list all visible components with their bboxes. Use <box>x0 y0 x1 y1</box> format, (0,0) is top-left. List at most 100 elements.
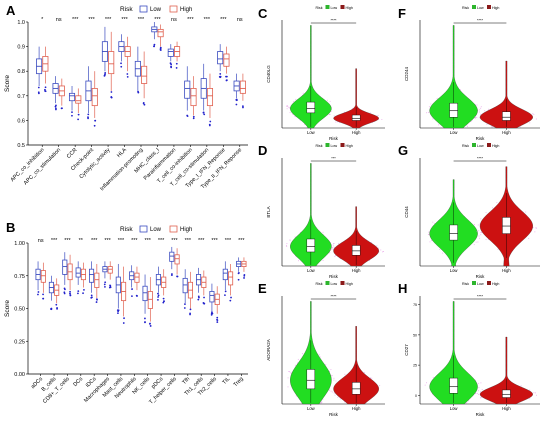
box-body <box>169 251 175 262</box>
legend-swatch-low <box>139 5 148 13</box>
box-body <box>184 80 191 99</box>
jitter-point <box>536 394 538 396</box>
outlier-point <box>56 307 58 310</box>
outlier-point <box>71 111 73 114</box>
significance-label: *** <box>187 17 194 23</box>
outlier-point <box>82 292 84 295</box>
box-low <box>102 261 108 288</box>
x-tick-label: CCR <box>66 147 79 160</box>
box-low <box>222 261 228 297</box>
outlier-point <box>189 312 191 315</box>
significance-label: ** <box>79 238 84 244</box>
outlier-point <box>209 120 212 123</box>
box-low <box>35 261 41 296</box>
jitter-point <box>529 398 531 400</box>
jitter-point <box>297 362 299 364</box>
box-body <box>147 291 153 309</box>
jitter-point <box>475 393 477 395</box>
outlier-point <box>69 294 72 297</box>
jitter-point <box>480 397 482 399</box>
outlier-point <box>77 113 80 116</box>
x-axis-title: Risk <box>476 136 485 141</box>
outlier-point <box>175 67 178 69</box>
outlier-point <box>103 283 106 286</box>
outlier-point <box>90 294 93 297</box>
outlier-point <box>203 302 206 305</box>
significance-label: **** <box>477 19 483 23</box>
violin-high <box>329 206 385 267</box>
x-tick-label: HLA <box>116 147 128 159</box>
jitter-point <box>476 230 478 232</box>
box-low <box>68 85 76 117</box>
jitter-point <box>484 110 486 112</box>
jitter-point <box>337 242 339 244</box>
jitter-point <box>485 239 487 241</box>
significance-label: ns <box>56 17 62 23</box>
box-low <box>62 252 68 295</box>
jitter-point <box>428 106 430 108</box>
jitter-point <box>432 118 434 120</box>
significance-label: *** <box>238 238 245 244</box>
box-high <box>147 277 153 327</box>
outlier-point <box>126 73 129 75</box>
outlier-point <box>117 312 119 315</box>
jitter-point <box>534 392 536 394</box>
y-axis-title: CD27 <box>404 344 409 356</box>
violin-body <box>290 163 332 267</box>
outlier-point <box>148 322 151 325</box>
significance-label: *** <box>198 238 205 244</box>
legend-title: Risk <box>120 226 133 233</box>
x-axis-title: Risk <box>476 274 485 279</box>
outlier-point <box>198 296 200 299</box>
legend: Risk Low High <box>462 281 499 286</box>
box-body <box>40 270 46 283</box>
jitter-point <box>286 108 288 110</box>
box-low <box>52 76 59 111</box>
outlier-point <box>229 299 232 302</box>
violin-body <box>479 60 533 129</box>
outlier-point <box>91 296 93 299</box>
jitter-point <box>326 99 328 101</box>
outlier-point <box>243 273 246 276</box>
violin-high <box>474 60 537 129</box>
jitter-point <box>289 371 291 373</box>
y-tick-label: 0.8 <box>17 69 25 75</box>
outlier-point <box>235 98 238 101</box>
jitter-point <box>477 224 479 226</box>
legend-label-high: High <box>180 7 192 13</box>
legend-title: Risk <box>316 6 323 10</box>
outlier-point <box>37 91 40 94</box>
jitter-point <box>480 107 482 109</box>
legend-label-low: Low <box>477 282 484 286</box>
box-body <box>502 111 511 121</box>
jitter-point <box>478 235 480 237</box>
outlier-point <box>237 272 240 275</box>
outlier-point <box>149 325 152 327</box>
outlier-point <box>87 117 89 120</box>
x-tick-label: High <box>352 130 361 135</box>
jitter-point <box>332 249 334 251</box>
panel-label-g: G <box>398 143 408 158</box>
jitter-point <box>377 247 379 249</box>
jitter-point <box>335 380 337 382</box>
outlier-point <box>242 105 244 107</box>
jitter-point <box>491 126 493 128</box>
jitter-point <box>478 393 480 395</box>
legend-label-high: High <box>346 144 353 148</box>
significance-label: *** <box>185 238 192 244</box>
box-high <box>201 270 207 305</box>
jitter-point <box>532 227 534 229</box>
box-body <box>108 51 115 75</box>
box-low <box>236 257 242 281</box>
violin-panel-f: CD244 Risk Risk Low High **** Low High <box>404 5 540 141</box>
jitter-point <box>335 254 337 256</box>
legend-swatch-low <box>325 143 330 147</box>
outlier-point <box>144 317 146 320</box>
box-body <box>68 92 76 102</box>
jitter-point <box>480 218 482 220</box>
jitter-point <box>481 388 483 390</box>
violin-body <box>333 68 379 129</box>
jitter-point <box>288 370 290 372</box>
